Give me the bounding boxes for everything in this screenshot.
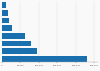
- Bar: [2, 25, 12, 31]
- Bar: [2, 56, 87, 62]
- Bar: [2, 48, 37, 54]
- Bar: [2, 41, 31, 46]
- Bar: [2, 18, 9, 23]
- Bar: [2, 2, 6, 8]
- Bar: [2, 10, 8, 16]
- Bar: [2, 33, 25, 39]
